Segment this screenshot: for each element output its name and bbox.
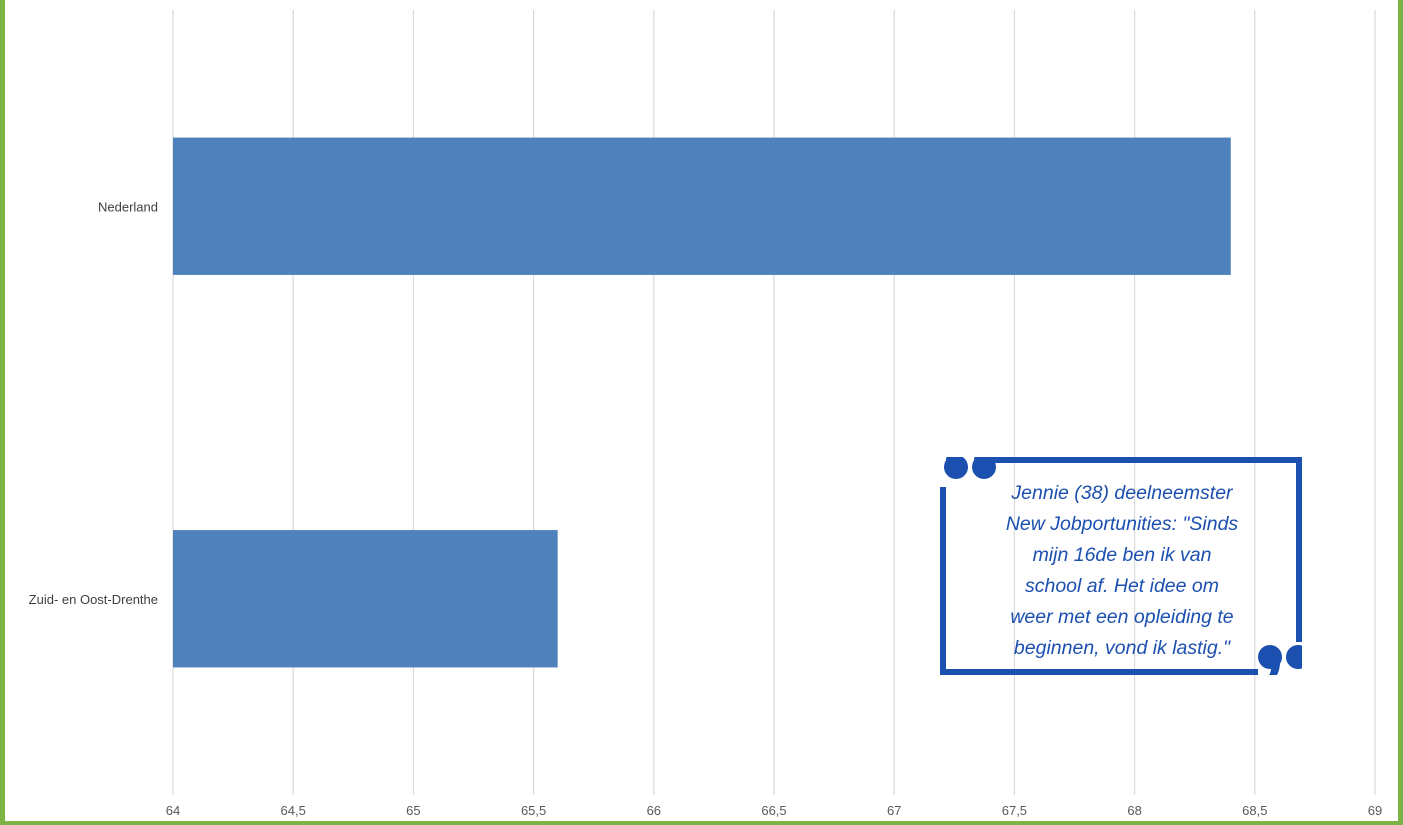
category-label: Zuid- en Oost-Drenthe	[29, 592, 158, 607]
x-tick-label: 67	[887, 803, 901, 818]
grid-lines	[172, 10, 1376, 795]
quote-frame	[940, 457, 1302, 675]
quote-text: Jennie (38) deelneemster New Jobportunit…	[1005, 482, 1239, 659]
bars	[173, 137, 1231, 668]
x-tick-label: 64,5	[281, 803, 306, 818]
open-quote-icon	[944, 457, 996, 479]
x-axis-ticks: 64 64,5 65 65,5 66 66,5 67 67,5 68 68,5 69	[166, 803, 1382, 818]
x-tick-label: 69	[1368, 803, 1382, 818]
x-tick-label: 65,5	[521, 803, 546, 818]
x-tick-label: 64	[166, 803, 180, 818]
x-tick-label: 67,5	[1002, 803, 1027, 818]
bar	[173, 137, 1231, 275]
x-tick-label: 66,5	[761, 803, 786, 818]
x-tick-label: 68,5	[1242, 803, 1267, 818]
category-label: Nederland	[98, 199, 158, 214]
x-tick-label: 68	[1127, 803, 1141, 818]
x-tick-label: 66	[647, 803, 661, 818]
bar	[173, 530, 558, 668]
quote-border	[988, 457, 1302, 642]
category-labels: Nederland Zuid- en Oost-Drenthe	[29, 199, 158, 607]
quote-border-lower	[940, 487, 1258, 675]
close-quote-icon	[1258, 645, 1302, 675]
x-tick-label: 65	[406, 803, 420, 818]
